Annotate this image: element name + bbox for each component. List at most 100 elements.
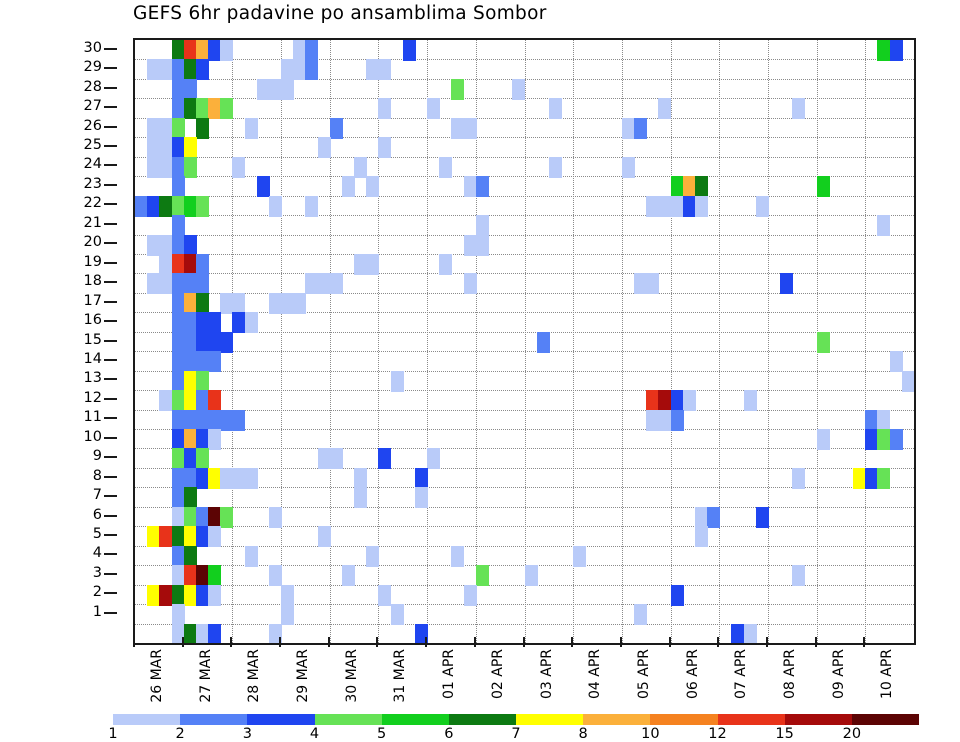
x-tick-label: 27 MAR xyxy=(198,649,214,703)
heatmap-cell xyxy=(195,526,209,548)
heatmap-cell xyxy=(208,584,222,606)
y-tick-label: 16 xyxy=(83,311,102,328)
heatmap-cell xyxy=(208,565,222,587)
y-tick-label: 2 xyxy=(92,584,102,601)
heatmap-cell xyxy=(220,98,234,120)
heatmap-cell xyxy=(147,584,161,606)
heatmap-cell xyxy=(195,409,209,431)
heatmap-cell xyxy=(694,526,708,548)
heatmap-cell xyxy=(183,195,197,217)
heatmap-cell xyxy=(792,565,806,587)
heatmap-cell xyxy=(536,331,550,353)
heatmap-cell xyxy=(268,506,282,528)
heatmap-cell xyxy=(232,312,246,334)
legend-swatch xyxy=(717,714,785,725)
heatmap-cell xyxy=(414,467,428,489)
heatmap-cell xyxy=(634,117,648,139)
heatmap-cell xyxy=(414,623,428,643)
y-tick-label: 11 xyxy=(83,409,102,426)
legend-swatch xyxy=(381,714,449,725)
y-tick-mark xyxy=(104,417,117,420)
heatmap-cell xyxy=(378,137,392,159)
heatmap-cell xyxy=(390,370,404,392)
heatmap-cell xyxy=(901,370,914,392)
x-tick-label: 02 APR xyxy=(490,649,506,699)
x-tick-label: 29 MAR xyxy=(295,649,311,703)
y-tick-label: 23 xyxy=(83,175,102,192)
y-tick-mark xyxy=(104,125,117,128)
heatmap-cell xyxy=(159,526,173,548)
heatmap-cell xyxy=(354,467,368,489)
heatmap-cell xyxy=(171,273,185,295)
heatmap-cell xyxy=(402,40,416,61)
legend-swatch xyxy=(583,714,651,725)
heatmap-cell xyxy=(634,273,648,295)
heatmap-cell xyxy=(171,312,185,334)
heatmap-cell xyxy=(183,545,197,567)
heatmap-cell xyxy=(244,545,258,567)
heatmap-cell xyxy=(183,137,197,159)
y-tick-mark xyxy=(104,47,117,50)
legend-tick-label: 15 xyxy=(775,726,794,742)
x-tick-mark xyxy=(181,637,184,647)
heatmap-cell xyxy=(183,467,197,489)
heatmap-cell xyxy=(183,331,197,353)
heatmap-cell xyxy=(171,429,185,451)
heatmap-cell xyxy=(171,506,185,528)
heatmap-cell xyxy=(341,565,355,587)
y-tick-label: 12 xyxy=(83,389,102,406)
heatmap-cell xyxy=(268,623,282,643)
heatmap-cell xyxy=(329,448,343,470)
heatmap-cell xyxy=(183,292,197,314)
heatmap-cell xyxy=(147,156,161,178)
heatmap-cell xyxy=(183,59,197,81)
heatmap-cell xyxy=(220,506,234,528)
heatmap-cell xyxy=(475,234,489,256)
heatmap-cell xyxy=(195,448,209,470)
x-tick-date: 10 APR xyxy=(879,649,896,700)
heatmap-cell xyxy=(147,137,161,159)
heatmap-cell xyxy=(244,312,258,334)
heatmap-cell xyxy=(682,195,696,217)
y-tick-label: 10 xyxy=(83,428,102,445)
heatmap-cell xyxy=(281,584,295,606)
heatmap-cell xyxy=(171,545,185,567)
heatmap-cell xyxy=(183,351,197,373)
heatmap-cell xyxy=(354,253,368,275)
heatmap-cell xyxy=(195,117,209,139)
heatmap-cell xyxy=(171,390,185,412)
heatmap-cell xyxy=(816,331,830,353)
heatmap-cell xyxy=(208,98,222,120)
heatmap-cell xyxy=(268,292,282,314)
heatmap-cell xyxy=(634,604,648,626)
heatmap-cell xyxy=(171,467,185,489)
heatmap-cell xyxy=(171,253,185,275)
legend-swatch xyxy=(113,714,181,725)
heatmap-cell xyxy=(195,253,209,275)
y-tick-label: 8 xyxy=(92,467,102,484)
x-tick-date: 05 APR xyxy=(635,649,652,700)
heatmap-cell xyxy=(171,604,185,626)
x-tick-mark xyxy=(814,637,817,647)
y-tick-mark xyxy=(104,436,117,439)
heatmap-cell xyxy=(208,312,222,334)
legend-swatch xyxy=(784,714,852,725)
y-tick-mark xyxy=(104,222,117,225)
heatmap-cell xyxy=(414,487,428,509)
heatmap-cell xyxy=(694,506,708,528)
heatmap-cell xyxy=(670,409,684,431)
legend-swatch xyxy=(516,714,584,725)
heatmap-cell xyxy=(780,273,794,295)
heatmap-cell xyxy=(646,273,660,295)
heatmap-cell xyxy=(135,195,148,217)
heatmap-cell xyxy=(195,565,209,587)
heatmap-cell xyxy=(305,59,319,81)
y-tick-mark xyxy=(104,281,117,284)
legend-tick-label: 2 xyxy=(175,726,185,742)
heatmap-cell xyxy=(877,215,891,237)
legend-tick-label: 4 xyxy=(309,726,320,742)
x-tick-date: 26 MAR xyxy=(149,649,165,703)
x-tick-date: 06 APR xyxy=(684,649,701,700)
heatmap-cell xyxy=(621,117,635,139)
heatmap-cell xyxy=(658,409,672,431)
